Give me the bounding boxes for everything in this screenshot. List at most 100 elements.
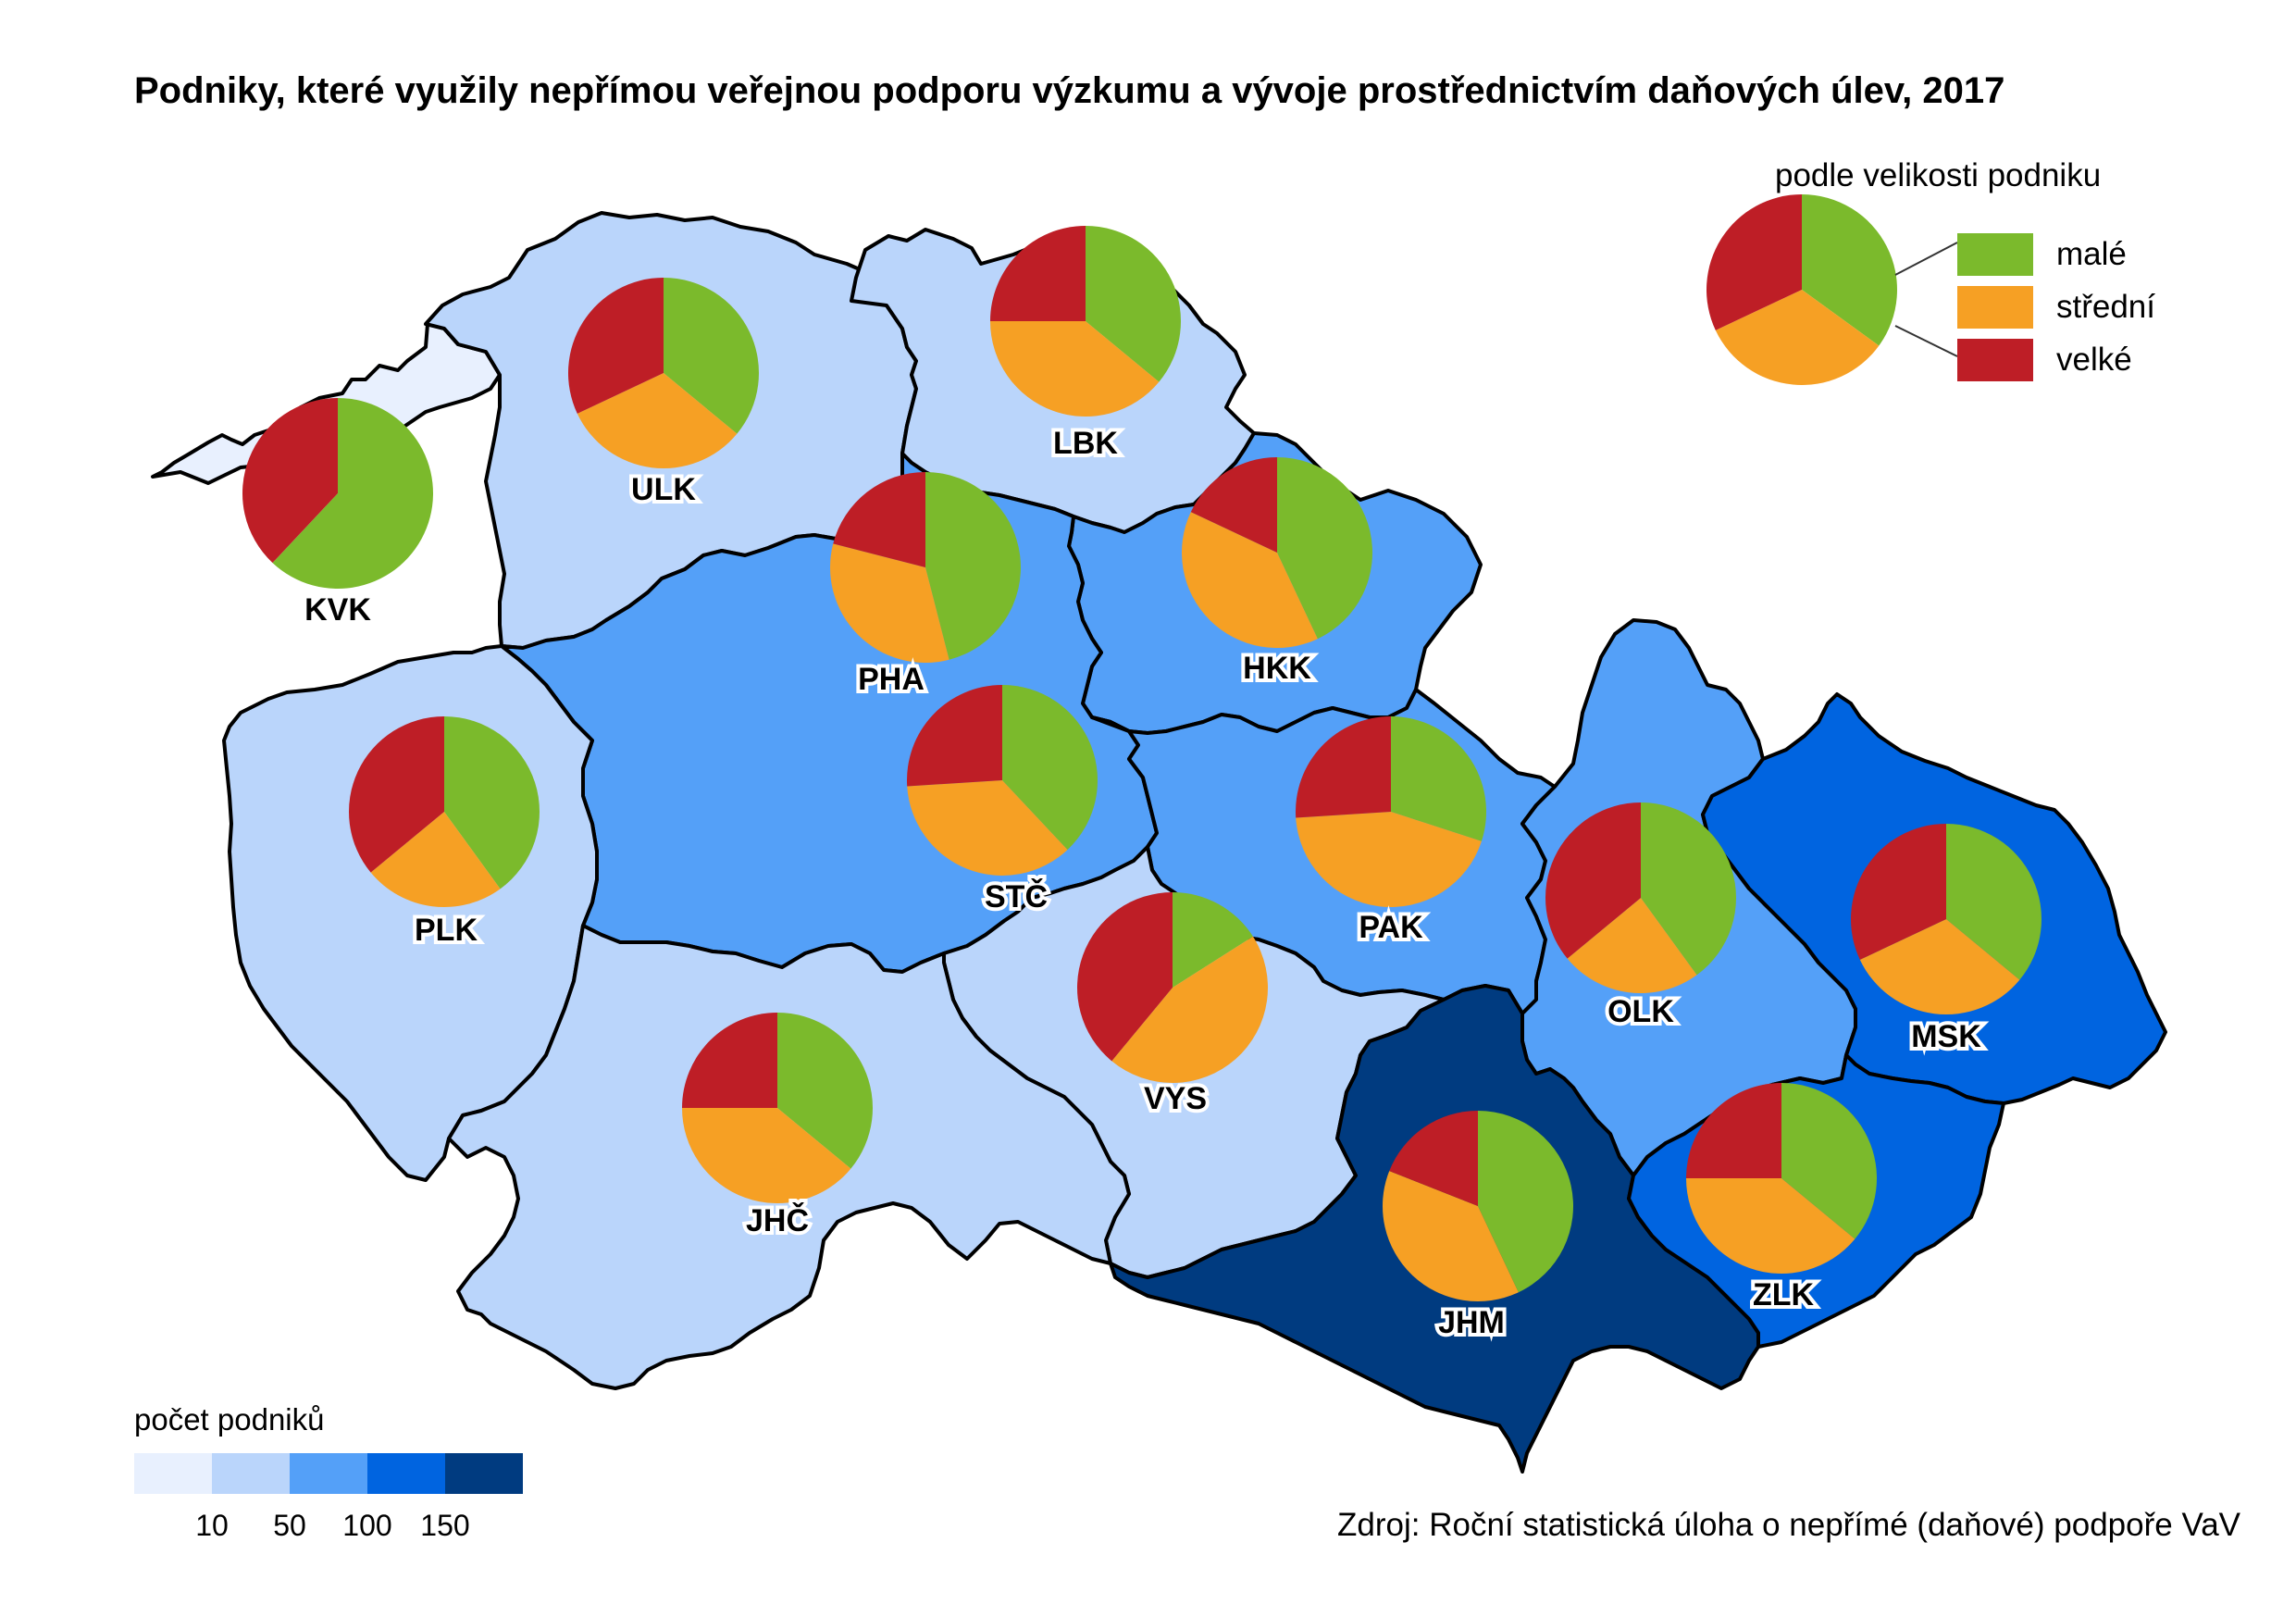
legend-item-large: velké (1957, 337, 2132, 383)
pie-plk-slice-large (349, 715, 444, 873)
labels-layer: KVK ULK LBK HKK PHA STČ PLK PAK OLK MSK VYS JHČ JHM Z… (301, 422, 1985, 1344)
pie-hkk-slice-small (1277, 457, 1373, 640)
pie-zlk-slice-small (1781, 1083, 1878, 1239)
count-legend-scale (134, 1453, 523, 1494)
region-label-pha: PHA (858, 662, 925, 697)
pie-pak (1296, 715, 1486, 907)
count-tick-50: 50 (273, 1509, 306, 1542)
pie-jhc-slice-large (682, 1013, 777, 1108)
pie-msk-slice-small (1946, 824, 2042, 980)
legend-item-small: malé (1957, 231, 2127, 278)
pie-stc-slice-large (906, 685, 1002, 787)
legend-item-medium: střední (1957, 284, 2155, 330)
region-label-lbk: LBK (1053, 426, 1118, 461)
pie-olk-slice-small (1641, 802, 1737, 976)
region-label-jhc: JHČ (746, 1202, 809, 1238)
legend-connector-2 (1894, 325, 1958, 357)
region-label-zlk: ZLK (1753, 1277, 1815, 1312)
count-swatch-1 (134, 1453, 212, 1494)
region-label-ulk: ULK (631, 472, 696, 507)
pie-vys (1077, 892, 1268, 1083)
legend-swatch-medium (1957, 286, 2033, 329)
count-swatch-4 (367, 1453, 445, 1494)
region-label-vys: VYS (1144, 1081, 1207, 1116)
legend-swatch-large (1957, 339, 2033, 381)
pie-msk-slice-medium (1859, 919, 2020, 1014)
pie-jhm-slice-medium (1383, 1171, 1519, 1301)
pie-msk-slice-large (1851, 824, 1946, 960)
pie-jhc-slice-medium (681, 1108, 851, 1203)
pie-olk (1545, 802, 1737, 993)
region-label-stc: STČ (985, 878, 1048, 914)
legend-pie-slice-medium (1715, 290, 1880, 385)
count-swatch-3 (290, 1453, 367, 1494)
pie-pha-slice-large (833, 472, 925, 567)
pie-pak-slice-large (1296, 716, 1391, 818)
pie-vys-slice-small (1173, 892, 1253, 988)
pie-kvk (242, 398, 434, 590)
pie-ulk (567, 278, 759, 469)
count-tick-150: 150 (420, 1509, 470, 1542)
count-swatch-2 (212, 1453, 290, 1494)
pie-hkk-slice-large (1190, 456, 1277, 553)
pie-ulk-slice-small (664, 278, 759, 434)
region-label-msk: MSK (1911, 1019, 1981, 1054)
pie-lbk-slice-medium (990, 321, 1160, 417)
pie-lbk (990, 226, 1181, 417)
legend-pie-slice-large (1706, 194, 1802, 330)
pie-pak-slice-medium (1296, 812, 1482, 907)
pie-pha-slice-small (925, 472, 1021, 660)
size-legend-pie (1706, 194, 1958, 385)
pie-vys-slice-medium (1111, 936, 1268, 1083)
pie-hkk (1182, 456, 1373, 648)
region-label-hkk: HKK (1243, 651, 1311, 686)
pie-ulk-slice-medium (577, 373, 738, 469)
pie-stc-slice-small (1002, 685, 1098, 851)
legend-label-medium: střední (2056, 289, 2155, 325)
pie-plk-slice-small (444, 716, 540, 889)
region-label-olk: OLK (1607, 994, 1674, 1029)
pie-jhc-slice-small (777, 1013, 873, 1169)
pies-layer (242, 226, 2042, 1301)
pie-pak-slice-small (1391, 715, 1486, 841)
pie-lbk-slice-small (1086, 226, 1181, 382)
pie-zlk-slice-medium (1685, 1178, 1855, 1275)
pie-plk (349, 715, 540, 907)
map-title: Podniky, které využily nepřímou veřejnou… (134, 70, 2005, 111)
pie-vys-slice-large (1077, 892, 1173, 1062)
pie-olk-slice-large (1545, 802, 1641, 959)
legend-swatch-small (1957, 233, 2033, 276)
pie-kvk-slice-small (272, 398, 434, 590)
pie-jhc (681, 1013, 873, 1203)
region-label-plk: PLK (415, 913, 478, 948)
pie-stc (906, 685, 1098, 876)
legend-connector-1 (1894, 242, 1958, 276)
source-note: Zdroj: Roční statistická úloha o nepřímé… (1337, 1507, 2240, 1543)
pie-pha (830, 472, 1021, 663)
pie-jhm-slice-small (1478, 1111, 1573, 1293)
region-label-pak: PAK (1359, 910, 1423, 945)
pie-ulk-slice-large (567, 278, 664, 414)
legend-label-small: malé (2056, 236, 2127, 272)
pie-stc-slice-medium (907, 780, 1068, 876)
region-label-kvk: KVK (304, 592, 371, 628)
legend-label-large: velké (2056, 342, 2132, 378)
pie-pha-slice-medium (830, 543, 949, 663)
legend-pie-slice-small (1802, 194, 1897, 346)
pie-jhm-slice-large (1389, 1111, 1478, 1206)
region-label-jhm: JHM (1438, 1305, 1505, 1340)
pie-plk-slice-medium (370, 812, 501, 907)
pie-olk-slice-medium (1567, 898, 1697, 993)
size-legend-title: podle velikosti podniku (1775, 157, 2102, 193)
count-swatch-5 (445, 1453, 523, 1494)
pie-kvk-slice-large (242, 398, 338, 564)
pie-msk (1851, 824, 2042, 1014)
pie-jhm (1383, 1111, 1573, 1301)
pie-zlk (1685, 1083, 1878, 1275)
pie-hkk-slice-medium (1182, 512, 1318, 648)
pie-lbk-slice-large (990, 226, 1086, 321)
count-tick-100: 100 (342, 1509, 392, 1542)
pie-zlk-slice-large (1686, 1083, 1781, 1178)
count-tick-10: 10 (195, 1509, 229, 1542)
